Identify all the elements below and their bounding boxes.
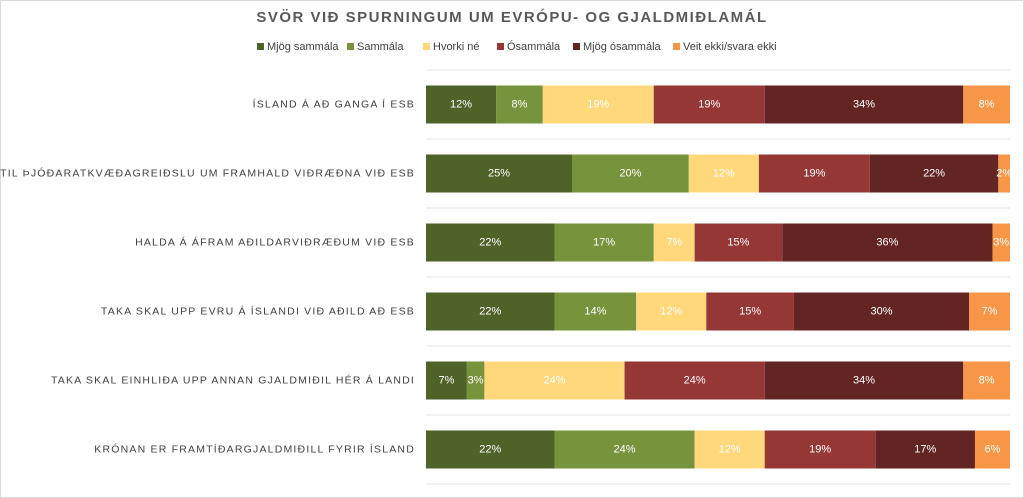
value-label: 6% xyxy=(985,443,1001,455)
value-label: 7% xyxy=(666,236,682,248)
value-label: 7% xyxy=(438,374,454,386)
bar-segment xyxy=(992,223,1010,262)
bar-segment xyxy=(875,430,975,469)
value-label: 8% xyxy=(979,374,995,386)
bar-segment xyxy=(624,361,765,400)
value-label: 3% xyxy=(468,374,484,386)
value-label: 15% xyxy=(739,305,761,317)
category-label: TAKA SKAL UPP EVRU Á ÍSLANDI VIÐ AÐILD A… xyxy=(101,304,415,317)
bar-segment xyxy=(426,361,467,400)
value-label: 22% xyxy=(479,305,501,317)
legend-label: Sammála xyxy=(357,41,404,53)
bar-segment xyxy=(636,292,707,331)
bar-segment xyxy=(554,223,654,262)
bar-segment xyxy=(998,154,1010,193)
bar-segment xyxy=(764,361,964,400)
bar-segment xyxy=(426,85,497,124)
value-label: 19% xyxy=(803,167,825,179)
value-label: 20% xyxy=(619,167,641,179)
value-label: 12% xyxy=(713,167,735,179)
legend-label: Veit ekki/svara ekki xyxy=(683,41,777,53)
legend-swatch xyxy=(573,43,580,50)
bar-segment xyxy=(466,361,485,400)
value-label: 12% xyxy=(719,443,741,455)
category-label: ÍSLAND Á AÐ GANGA Í ESB xyxy=(253,97,415,110)
value-label: 22% xyxy=(479,443,501,455)
value-label: 34% xyxy=(853,374,875,386)
bar-segment xyxy=(572,154,689,193)
bar-segment xyxy=(426,292,555,331)
legend-label: Mjög sammála xyxy=(267,41,339,53)
category-label: TAKA SKAL EINHLIÐA UPP ANNAN GJALDMIÐIL … xyxy=(51,373,415,386)
bar-segment xyxy=(554,430,695,469)
value-label: 14% xyxy=(584,305,606,317)
value-label: 3% xyxy=(993,236,1009,248)
value-label: 17% xyxy=(593,236,615,248)
category-label: EFNA Á TIL ÞJÓÐARATKVÆÐAGREIÐSLU UM FRAM… xyxy=(0,166,415,179)
value-label: 19% xyxy=(587,98,609,110)
legend-swatch xyxy=(423,43,430,50)
value-label: 24% xyxy=(684,374,706,386)
value-label: 34% xyxy=(853,98,875,110)
legend-label: Mjög ósammála xyxy=(583,41,662,53)
value-label: 19% xyxy=(809,443,831,455)
value-label: 19% xyxy=(698,98,720,110)
bar-segment xyxy=(653,85,765,124)
bar-segment xyxy=(694,223,783,262)
value-label: 12% xyxy=(660,305,682,317)
bar-segment xyxy=(554,292,637,331)
bar-segment xyxy=(706,292,794,331)
bar-segment xyxy=(764,430,876,469)
chart-title: SVÖR VIÐ SPURNINGUM UM EVRÓPU- OG GJALDM… xyxy=(256,8,767,26)
value-label: 22% xyxy=(479,236,501,248)
bar-segment xyxy=(793,292,970,331)
value-label: 36% xyxy=(876,236,898,248)
legend-label: Hvorki né xyxy=(433,41,479,53)
bar-segment xyxy=(969,292,1010,331)
bar-segment xyxy=(694,430,765,469)
bar-segment xyxy=(963,85,1010,124)
bar-segment xyxy=(653,223,695,262)
bar-segment xyxy=(782,223,993,262)
category-label: HALDA Á ÁFRAM AÐILDARVIÐRÆÐUM VIÐ ESB xyxy=(135,235,415,248)
value-label: 24% xyxy=(614,443,636,455)
bar-segment xyxy=(688,154,759,193)
value-label: 7% xyxy=(982,305,998,317)
legend-swatch xyxy=(673,43,680,50)
legend-swatch xyxy=(497,43,504,50)
bar-segment xyxy=(963,361,1010,400)
bar-segment xyxy=(869,154,999,193)
value-label: 2% xyxy=(996,167,1012,179)
value-label: 8% xyxy=(511,98,527,110)
value-label: 8% xyxy=(979,98,995,110)
value-label: 30% xyxy=(871,305,893,317)
value-label: 12% xyxy=(450,98,472,110)
value-label: 24% xyxy=(543,374,565,386)
legend-label: Ósammála xyxy=(507,40,561,53)
value-label: 22% xyxy=(923,167,945,179)
legend-swatch xyxy=(257,43,264,50)
category-label: KRÓNAN ER FRAMTÍÐARGJALDMIÐILL FYRIR ÍSL… xyxy=(94,442,415,455)
bar-segment xyxy=(542,85,654,124)
bar-segment xyxy=(758,154,870,193)
bar-segment xyxy=(484,361,625,400)
value-label: 25% xyxy=(488,167,510,179)
bar-segment xyxy=(764,85,964,124)
bar-segment xyxy=(426,430,555,469)
bar-segment xyxy=(974,430,1010,469)
value-label: 17% xyxy=(914,443,936,455)
legend-swatch xyxy=(347,43,354,50)
value-label: 15% xyxy=(727,236,749,248)
bar-segment xyxy=(426,223,555,262)
bar-segment xyxy=(496,85,543,124)
bar-segment xyxy=(426,154,572,193)
